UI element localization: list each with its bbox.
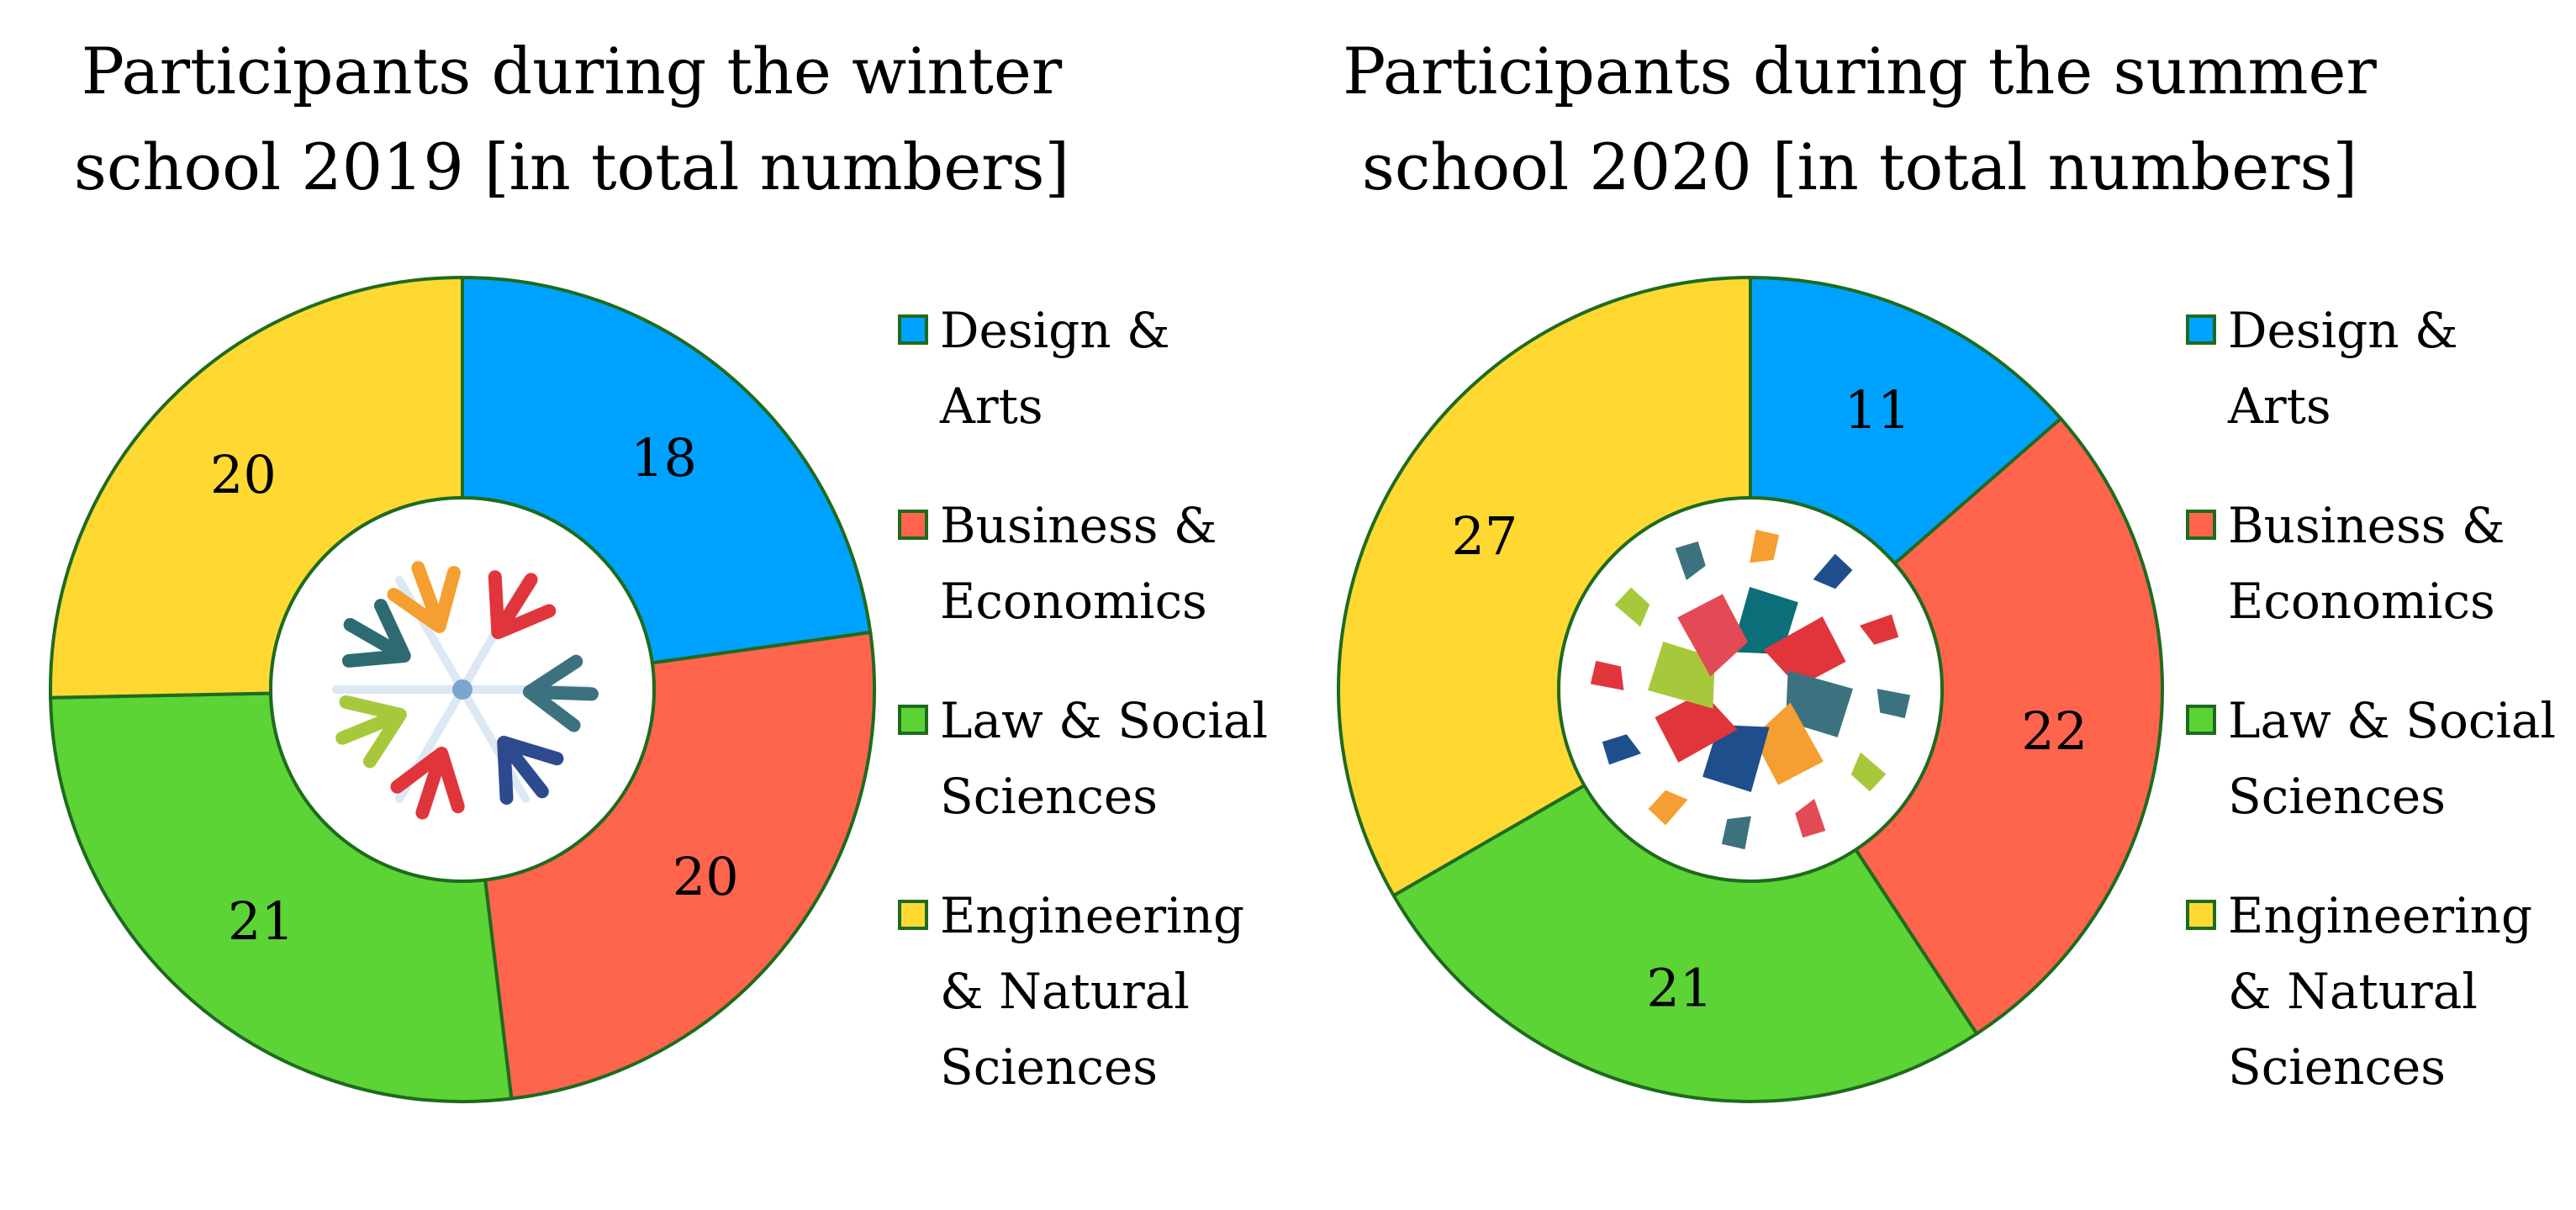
mosaic-petal — [1648, 642, 1715, 709]
donut-hole — [1557, 496, 1944, 883]
chart-legend: Design & Arts Business & Economics Law &… — [898, 293, 1285, 1149]
mosaic-shard — [1721, 816, 1751, 850]
chart-title: Participants during the winter school 20… — [50, 24, 1093, 215]
legend-swatch — [2186, 510, 2216, 540]
legend-label: Engineering & Natural Sciences — [2228, 878, 2532, 1105]
chart-title: Participants during the summer school 20… — [1338, 24, 2381, 215]
legend-line: Arts — [940, 378, 1043, 435]
mosaic-shard — [1614, 587, 1650, 627]
legend-line: & Natural — [2228, 963, 2478, 1020]
legend-line: Engineering — [940, 887, 1245, 944]
legend-line: Sciences — [2228, 768, 2447, 825]
legend-label: Business & Economics — [940, 488, 1217, 639]
legend-label: Law & Social Sciences — [2228, 683, 2556, 834]
legend-line: Law & Social — [2228, 692, 2557, 749]
chevron-arrow-icon — [387, 561, 461, 633]
mosaic-petal — [1786, 670, 1853, 737]
legend-item-design-arts: Design & Arts — [898, 293, 1285, 444]
chart-title-line-1: Participants during the summer — [1343, 34, 2377, 108]
data-label: 18 — [631, 427, 697, 489]
legend-swatch — [2186, 314, 2216, 345]
chart-title-line-2: school 2019 [in total numbers] — [73, 129, 1070, 204]
legend-swatch — [898, 314, 928, 345]
legend-swatch — [2186, 705, 2216, 735]
legend-line: Sciences — [940, 1038, 1159, 1096]
legend-swatch — [898, 900, 928, 930]
mosaic-shard — [1602, 734, 1641, 765]
legend-line: Economics — [940, 573, 1207, 630]
legend-line: Engineering — [2228, 887, 2533, 944]
mosaic-petal — [1702, 725, 1770, 792]
data-label: 22 — [2021, 700, 2088, 762]
mosaic-petal — [1655, 691, 1738, 763]
legend-label: Business & Economics — [2228, 488, 2505, 639]
mosaic-petal — [1752, 702, 1824, 785]
legend-line: Design & — [2228, 302, 2458, 359]
mosaic-shard — [1795, 799, 1826, 838]
data-label: 20 — [673, 846, 739, 907]
chevron-arrow-icon — [390, 747, 465, 820]
mosaic-shard — [1850, 752, 1887, 792]
chevron-arrow-icon — [341, 599, 411, 668]
legend-item-business-economics: Business & Economics — [898, 488, 1285, 639]
data-label: 11 — [1845, 379, 1911, 441]
legend-label: Engineering & Natural Sciences — [940, 878, 1244, 1105]
chart-title-line-2: school 2020 [in total numbers] — [1361, 129, 2358, 204]
chart-legend: Design & Arts Business & Economics Law &… — [2186, 293, 2573, 1149]
chevron-arrow-icon — [335, 695, 407, 769]
mosaic-petal — [1677, 594, 1749, 677]
legend-swatch — [898, 705, 928, 735]
legend-swatch — [898, 510, 928, 540]
legend-line: Law & Social — [940, 692, 1269, 749]
chevron-arrow-icon — [497, 736, 564, 805]
mosaic-shard — [1750, 529, 1780, 563]
mosaic-shard — [1675, 541, 1706, 580]
legend-label: Law & Social Sciences — [940, 683, 1268, 834]
mosaic-shard — [1860, 614, 1899, 645]
legend-line: Arts — [2228, 378, 2331, 435]
mosaic-shard — [1590, 660, 1624, 690]
legend-line: Business & — [940, 497, 1217, 554]
summer-2020-donut-chart: 11 22 21 27 — [1337, 275, 2164, 1103]
legend-label: Design & Arts — [940, 293, 1170, 444]
data-label: 21 — [1646, 958, 1713, 1019]
legend-line: & Natural — [940, 963, 1190, 1020]
sun-mosaic-icon — [1590, 529, 1911, 850]
chevron-arrow-icon — [488, 570, 557, 640]
mosaic-shard — [1648, 790, 1688, 826]
legend-label: Design & Arts — [2228, 293, 2458, 444]
mosaic-petal — [1731, 587, 1798, 654]
data-label: 20 — [210, 444, 277, 505]
legend-item-design-arts: Design & Arts — [2186, 293, 2573, 444]
legend-item-law-social-sciences: Law & Social Sciences — [898, 683, 1285, 834]
legend-item-engineering-natural-sciences: Engineering & Natural Sciences — [898, 878, 1285, 1105]
mosaic-shard — [1877, 689, 1911, 719]
legend-line: Design & — [940, 302, 1170, 359]
chart-title-line-1: Participants during the winter — [81, 34, 1063, 108]
legend-item-law-social-sciences: Law & Social Sciences — [2186, 683, 2573, 834]
legend-line: Sciences — [2228, 1038, 2447, 1096]
snowflake-arrows-icon — [332, 561, 599, 820]
legend-line: Economics — [2228, 573, 2495, 630]
legend-item-engineering-natural-sciences: Engineering & Natural Sciences — [2186, 878, 2573, 1105]
data-label: 21 — [228, 890, 294, 952]
chevron-arrow-icon — [522, 654, 599, 732]
mosaic-shard — [1813, 553, 1853, 589]
legend-line: Business & — [2228, 497, 2505, 554]
summer-2020-panel: Participants during the summer school 20… — [1288, 0, 2576, 1210]
legend-line: Sciences — [940, 768, 1159, 825]
data-label: 27 — [1451, 505, 1518, 567]
snowflake-center-dot — [452, 679, 472, 700]
winter-2019-donut-chart: 18 20 21 20 — [49, 275, 876, 1103]
legend-swatch — [2186, 900, 2216, 930]
winter-2019-panel: Participants during the winter school 20… — [49, 24, 1285, 1149]
legend-item-business-economics: Business & Economics — [2186, 488, 2573, 639]
mosaic-petal — [1763, 616, 1846, 688]
